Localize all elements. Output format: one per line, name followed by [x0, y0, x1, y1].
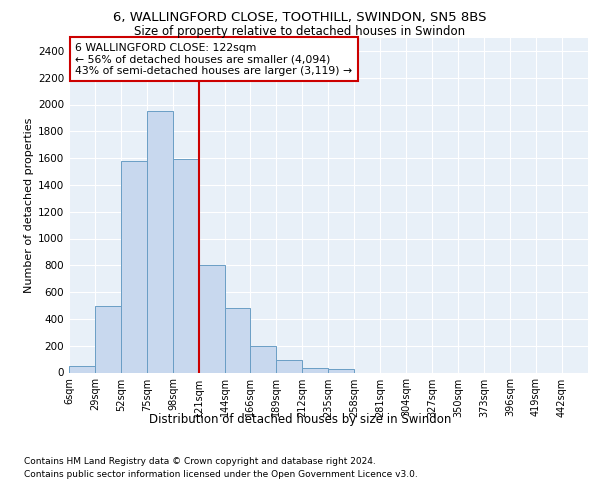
- Text: 6, WALLINGFORD CLOSE, TOOTHILL, SWINDON, SN5 8BS: 6, WALLINGFORD CLOSE, TOOTHILL, SWINDON,…: [113, 11, 487, 24]
- Bar: [147, 111, 173, 372]
- Bar: [199, 266, 225, 372]
- Bar: [302, 368, 328, 372]
- Bar: [69, 366, 95, 372]
- Y-axis label: Number of detached properties: Number of detached properties: [24, 118, 34, 292]
- Bar: [250, 346, 276, 372]
- Bar: [121, 161, 147, 372]
- Text: 6 WALLINGFORD CLOSE: 122sqm
← 56% of detached houses are smaller (4,094)
43% of : 6 WALLINGFORD CLOSE: 122sqm ← 56% of det…: [75, 42, 352, 76]
- Bar: [173, 160, 199, 372]
- Bar: [328, 369, 354, 372]
- Bar: [225, 308, 250, 372]
- Bar: [276, 360, 302, 372]
- Text: Contains HM Land Registry data © Crown copyright and database right 2024.: Contains HM Land Registry data © Crown c…: [24, 458, 376, 466]
- Text: Distribution of detached houses by size in Swindon: Distribution of detached houses by size …: [149, 412, 451, 426]
- Text: Contains public sector information licensed under the Open Government Licence v3: Contains public sector information licen…: [24, 470, 418, 479]
- Bar: [95, 306, 121, 372]
- Text: Size of property relative to detached houses in Swindon: Size of property relative to detached ho…: [134, 25, 466, 38]
